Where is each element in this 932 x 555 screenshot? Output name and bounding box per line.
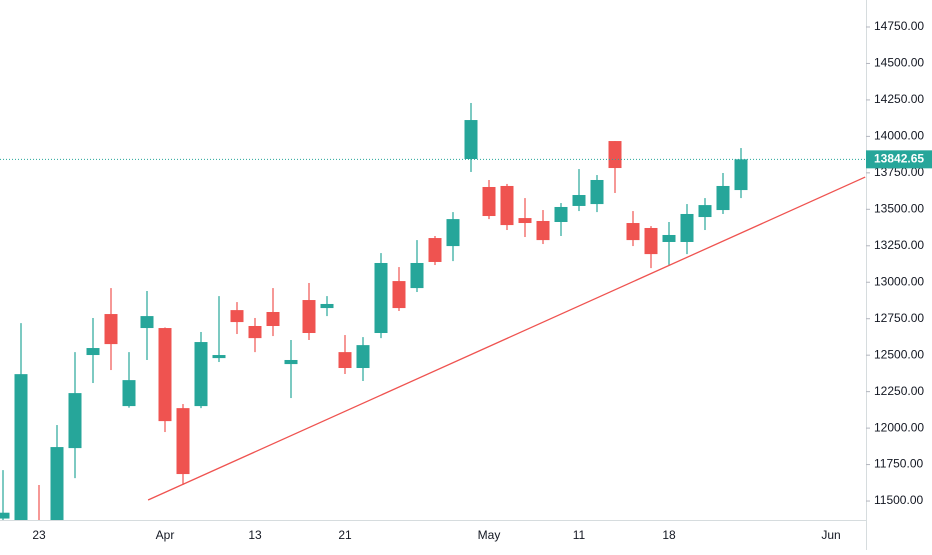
plot-area (0, 102, 866, 520)
y-tick-label: 12000.00 (874, 420, 924, 434)
y-tick-label: 14000.00 (874, 129, 924, 143)
candle-body (554, 206, 568, 223)
x-tick-label: 18 (662, 528, 676, 542)
candle-body (194, 342, 208, 407)
x-tick-label: Apr (156, 528, 175, 542)
candle-body (338, 352, 352, 369)
candle-body (0, 512, 10, 519)
y-tick-label: 12500.00 (874, 347, 924, 361)
x-tick-label: May (478, 528, 501, 542)
y-tick-label: 12750.00 (874, 311, 924, 325)
y-tick-label: 12250.00 (874, 384, 924, 398)
candle-body (464, 120, 478, 159)
y-tick-label: 13500.00 (874, 201, 924, 215)
candle-body (536, 220, 550, 241)
y-tick-label: 14750.00 (874, 19, 924, 33)
y-tick-label: 14250.00 (874, 92, 924, 106)
candle-body (248, 326, 262, 339)
candle-body (716, 185, 730, 211)
candle-body (68, 393, 82, 449)
candle-body (158, 328, 172, 422)
candle-body (284, 359, 298, 365)
candle-body (14, 374, 28, 520)
candle-body (212, 355, 226, 359)
candle-body (374, 262, 388, 334)
x-tick-label: 23 (32, 528, 46, 542)
candle-body (662, 234, 676, 242)
candle-body (572, 195, 586, 206)
candle-body (320, 303, 334, 309)
candle-body (446, 219, 460, 247)
candle-body (734, 159, 748, 191)
candle-body (680, 213, 694, 242)
y-tick-label: 13750.00 (874, 165, 924, 179)
candle-body (176, 408, 190, 475)
candle-body (410, 262, 424, 289)
y-tick-label: 11500.00 (874, 493, 923, 507)
candle-body (50, 447, 64, 520)
candle-body (590, 179, 604, 205)
candle-body (356, 345, 370, 369)
candle-body (482, 186, 496, 217)
candle-body (500, 185, 514, 226)
candle-body (266, 312, 280, 327)
candle-body (518, 218, 532, 224)
price-badge (866, 150, 932, 169)
x-tick-label: 13 (248, 528, 262, 542)
candle-body (698, 205, 712, 218)
candle-body (608, 141, 622, 169)
y-tick-label: 14500.00 (874, 56, 924, 70)
candle-body (392, 281, 406, 309)
candle-body (626, 223, 640, 241)
x-tick-label: 11 (573, 528, 586, 542)
y-tick-label: 11750.00 (874, 457, 923, 471)
candle-body (644, 227, 658, 255)
price-label: 13842.65 (874, 152, 924, 166)
candle-body (230, 310, 244, 323)
candle-body (122, 380, 136, 407)
y-tick-label: 13250.00 (874, 238, 924, 252)
candle-body (302, 300, 316, 334)
trendline (147, 176, 866, 501)
x-tick-label: 21 (338, 528, 352, 542)
candle-body (428, 238, 442, 262)
candle-body (140, 316, 154, 329)
candle-body (86, 348, 100, 356)
x-tick-label: Jun (821, 528, 840, 542)
candle-body (104, 314, 118, 345)
y-tick-label: 13000.00 (874, 274, 924, 288)
